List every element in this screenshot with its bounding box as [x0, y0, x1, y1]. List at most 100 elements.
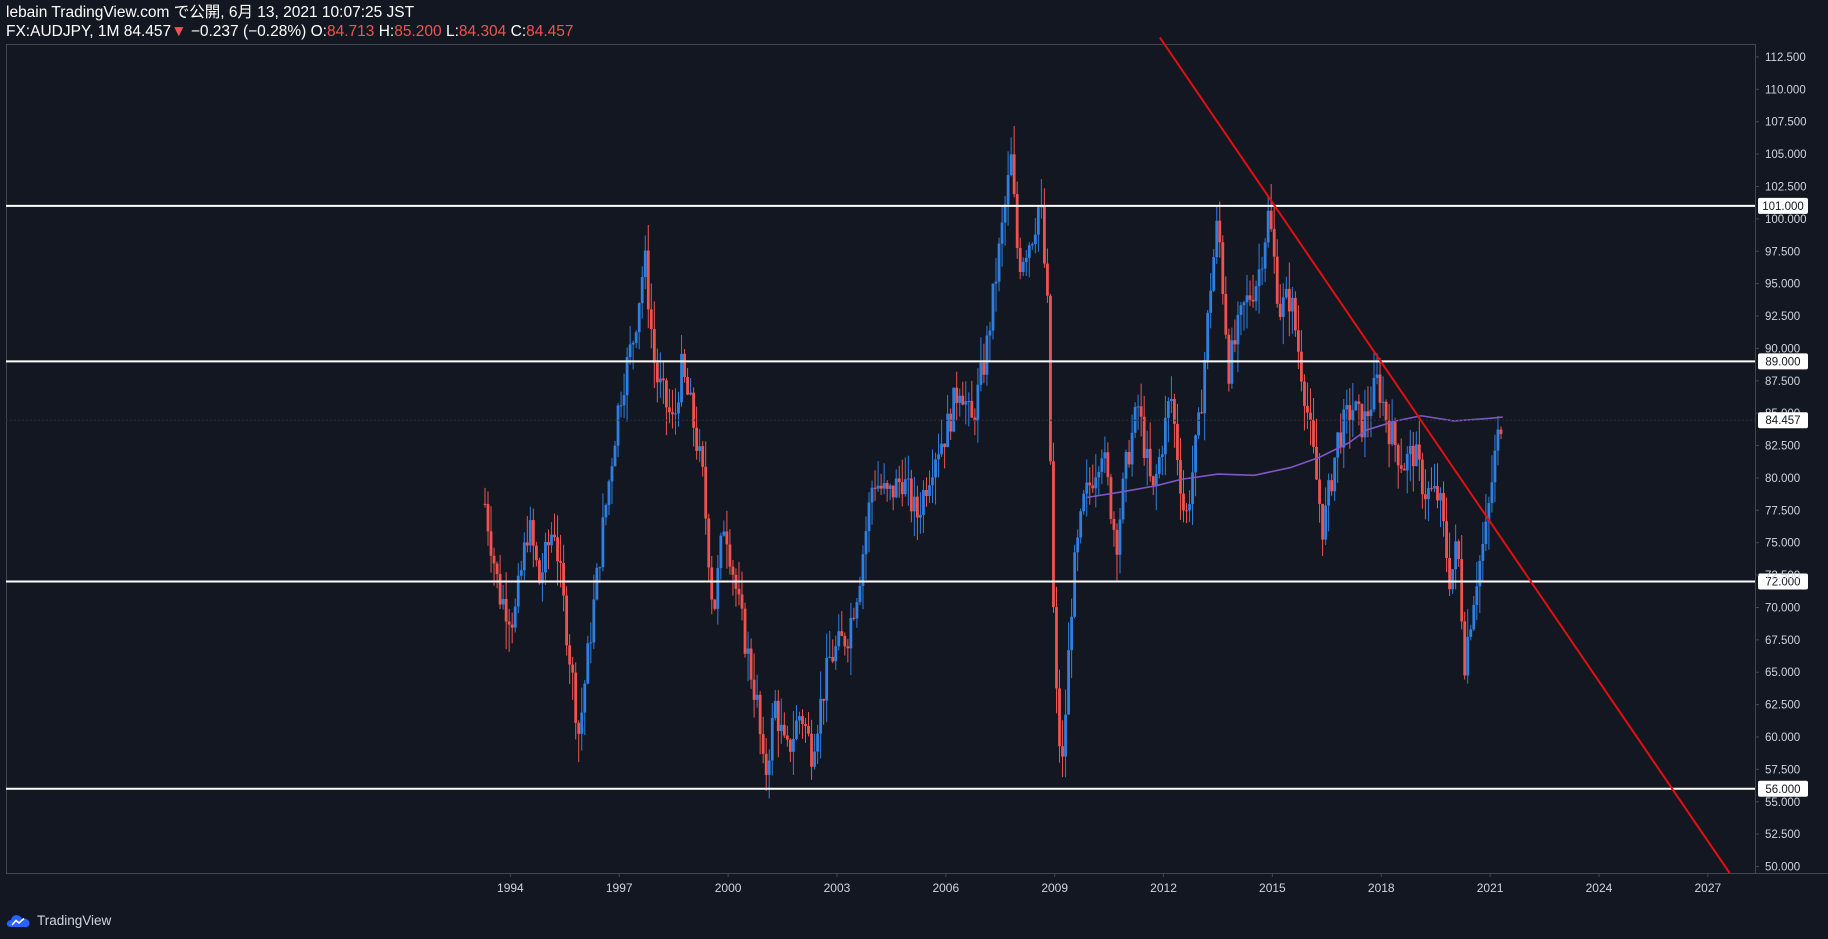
candle-body: [810, 733, 813, 767]
candle-body: [1182, 493, 1185, 511]
candle-body: [1018, 247, 1022, 272]
candle-body: [1049, 295, 1052, 462]
x-tick-label: 2027: [1694, 881, 1721, 895]
candle-body: [531, 520, 535, 546]
candle-body: [792, 738, 795, 752]
candle-body: [979, 362, 983, 385]
symbol-label[interactable]: FX:AUDJPY, 1M: [6, 23, 120, 40]
candle-body: [906, 478, 910, 480]
candle-body: [565, 595, 569, 646]
y-tick-label: 62.500: [1765, 700, 1800, 712]
candle-body: [1024, 257, 1028, 263]
candle-body: [1342, 409, 1346, 448]
candle-body: [1372, 377, 1376, 410]
moving-average-line: [1087, 414, 1503, 499]
candle-body: [1481, 543, 1485, 561]
y-tick-label: 102.500: [1765, 181, 1807, 193]
candle-body: [1445, 521, 1448, 558]
candle-body: [534, 545, 538, 561]
candle-body: [492, 555, 496, 564]
candle-body: [649, 309, 653, 330]
low-value: 84.304: [458, 23, 507, 40]
candle-body: [952, 387, 956, 432]
candle-body: [661, 378, 665, 381]
candle-body: [553, 534, 556, 538]
candle-body: [1124, 451, 1128, 479]
candle-body: [1236, 314, 1240, 345]
x-tick-label: 2018: [1368, 881, 1395, 895]
candle-body: [616, 405, 620, 446]
y-tick-label: 105.000: [1765, 149, 1807, 161]
symbol-ohlc-row: FX:AUDJPY, 1M 84.457▼ −0.237 (−0.28%) O:…: [6, 22, 1806, 41]
candle-body: [538, 560, 541, 584]
candle-body: [562, 562, 565, 596]
candle-body: [743, 608, 747, 654]
candle-body: [1242, 302, 1246, 306]
candle-body: [668, 407, 671, 413]
candle-body: [997, 243, 1001, 282]
candle-body: [1287, 288, 1291, 312]
y-tick-label: 100.000: [1765, 214, 1807, 226]
candle-body: [550, 534, 553, 546]
candle-body: [915, 496, 919, 518]
y-tick-label: 52.500: [1765, 829, 1800, 841]
candle-body: [519, 570, 523, 576]
candle-body: [1070, 616, 1074, 651]
candle-body: [1390, 422, 1394, 445]
tradingview-logo[interactable]: TradingView: [6, 910, 111, 930]
candle-body: [761, 734, 765, 754]
candle-body: [513, 606, 517, 628]
candle-body: [885, 483, 889, 489]
candle-body: [1166, 401, 1170, 418]
candle-body: [722, 531, 726, 536]
candle-body: [686, 376, 689, 395]
time-axis[interactable]: 1994 1997 2000 2003 2006 2009 2012 2015 2018 2021…: [497, 873, 1721, 895]
candle-body: [903, 479, 907, 495]
x-tick-label: 2012: [1150, 881, 1177, 895]
price-change: −0.237 (−0.28%): [190, 23, 307, 40]
candle-body: [1221, 242, 1225, 295]
candle-body: [1021, 262, 1025, 272]
candle-body: [858, 585, 862, 603]
candle-body: [1012, 154, 1016, 195]
candle-body: [1272, 229, 1276, 257]
x-tick-label: 2015: [1259, 881, 1286, 895]
candle-body: [943, 443, 947, 448]
trendline-layer[interactable]: [1159, 36, 1731, 874]
candle-body: [1036, 207, 1040, 235]
price-axis[interactable]: 112.500 110.000 107.500 105.000 102.500 100.0…: [1755, 52, 1807, 874]
candle-body: [1463, 621, 1467, 676]
candle-body: [1218, 220, 1222, 243]
y-tick-label: 110.000: [1765, 84, 1806, 96]
candle-body: [1454, 541, 1458, 570]
y-tick-label: 90.000: [1765, 343, 1800, 355]
candle-body: [1085, 482, 1089, 494]
level-label: 56.000: [1765, 784, 1800, 796]
candle-body: [1055, 607, 1058, 689]
candle-body: [1160, 454, 1164, 458]
candle-body: [779, 724, 783, 732]
candle-body: [864, 531, 868, 555]
plot-frame: [6, 44, 1756, 874]
x-tick-label: 2024: [1586, 881, 1613, 895]
chart-header: lebain TradingView.com で公開, 6月 13, 2021 …: [6, 3, 1806, 41]
candle-body: [1275, 256, 1279, 304]
candle-body: [1402, 468, 1406, 471]
horizontal-levels[interactable]: 101.000 89.000 72.000 56.000: [6, 197, 1808, 797]
candle-body: [925, 490, 928, 497]
candle-body: [1163, 417, 1167, 455]
candle-body: [837, 631, 841, 647]
candle-body: [758, 694, 762, 735]
tradingview-cloud-icon: [6, 915, 30, 927]
candle-body: [825, 657, 829, 701]
candle-body: [504, 598, 508, 622]
candle-body: [1345, 405, 1349, 410]
candle-body: [1417, 444, 1421, 460]
candle-body: [1490, 482, 1494, 504]
candle-body: [689, 392, 693, 395]
candle-body: [1339, 432, 1343, 448]
candle-body: [955, 387, 959, 403]
level-label-box: [1758, 780, 1808, 797]
candle-body: [746, 648, 750, 654]
